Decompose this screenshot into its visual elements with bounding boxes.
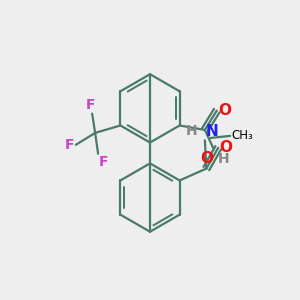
Text: H: H [186, 124, 197, 138]
Text: O: O [218, 103, 231, 118]
Text: N: N [206, 124, 218, 139]
Text: CH₃: CH₃ [231, 129, 253, 142]
Text: O: O [220, 140, 233, 155]
Text: F: F [86, 98, 95, 112]
Text: F: F [99, 155, 108, 169]
Text: H: H [218, 152, 230, 166]
Text: O: O [200, 151, 213, 166]
Text: F: F [65, 138, 74, 152]
